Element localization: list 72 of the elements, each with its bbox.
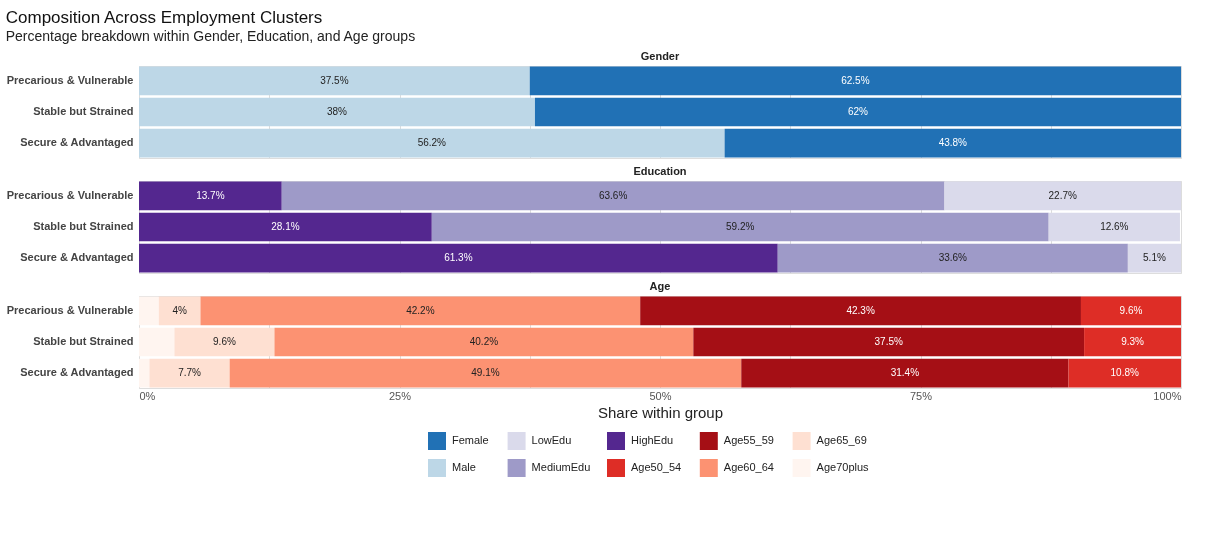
text: Education [633,165,687,177]
legend-label: Age55_59 [723,434,774,446]
data-label: 10.8% [1110,367,1140,379]
data-label: 7.7% [178,367,202,379]
x-tick-label: 100% [1153,389,1182,402]
data-label: 62% [847,106,869,117]
y-tick-label: Secure & Advantaged [20,366,134,379]
data-label: 12.6% [1100,221,1129,232]
x-tick-label: 0% [139,389,156,402]
data-label: 9.6% [213,336,236,347]
bar [139,97,535,127]
bar [724,128,1181,158]
data-label: 37.5% [874,336,903,347]
bar [1127,243,1181,273]
bar [944,181,1181,211]
bar [281,181,945,211]
data-label: 62.5% [841,74,870,86]
bar [139,212,432,242]
y-tick-label: Stable but Strained [33,220,134,232]
data-label: 38% [326,106,348,117]
data-label: 42.2% [406,304,435,316]
data-label: 13.7% [196,189,225,201]
bar [777,243,1128,273]
bar [139,66,530,96]
data-label: 61.3% [444,252,473,264]
text: Age [649,280,671,292]
legend-label: Age50_54 [631,461,682,473]
bar [139,243,778,273]
data-label: 33.6% [938,252,968,264]
data-label: 56.2% [417,137,447,149]
x-tick-label: 75% [909,389,933,402]
data-label: 42.3% [846,304,875,316]
legend-label: LowEdu [531,434,572,446]
bar [139,128,725,158]
data-label: 40.2% [469,336,499,347]
data-label: 43.8% [938,137,968,149]
chart-title: Composition Across Employment Clusters [5,7,323,27]
y-tick-label: Precarious & Vulnerable [6,73,134,86]
legend-label: MediumEdu [531,461,591,473]
x-tick-label: 50% [649,389,672,402]
data-label: 49.1% [471,367,500,379]
bar [1048,212,1180,242]
data-label: 22.7% [1048,189,1078,201]
bar [529,66,1181,96]
y-tick-label: Precarious & Vulnerable [6,303,134,316]
x-tick-label: 25% [388,389,412,402]
legend-label: Age60_64 [723,461,774,473]
data-label: 31.4% [890,367,920,379]
text: Gender [640,50,680,62]
data-label: 5.1% [1143,252,1166,264]
y-tick-label: Precarious & Vulnerable [6,188,134,201]
legend-label: Age70plus [816,461,870,473]
bar [139,181,282,211]
data-label: 9.6% [1119,304,1143,316]
data-label: 28.1% [271,221,300,232]
legend-label: Female [452,434,489,446]
y-tick-label: Secure & Advantaged [20,251,134,264]
y-tick-label: Stable but Strained [33,335,134,347]
data-label: 4% [172,304,187,316]
bar [431,212,1049,242]
x-axis-title: Share within group [597,403,724,421]
legend-label: Age65_69 [816,434,867,446]
data-label: 9.3% [1121,336,1145,347]
y-tick-label: Stable but Strained [33,105,134,117]
chart-subtitle: Percentage breakdown within Gender, Education, and Age groups [5,27,416,44]
bar [534,97,1181,127]
data-label: 59.2% [726,221,755,232]
data-label: 63.6% [598,189,628,201]
legend-label: Male [452,461,476,473]
y-tick-label: Secure & Advantaged [20,136,134,149]
data-label: 37.5% [320,74,349,86]
legend-label: HighEdu [631,434,674,446]
